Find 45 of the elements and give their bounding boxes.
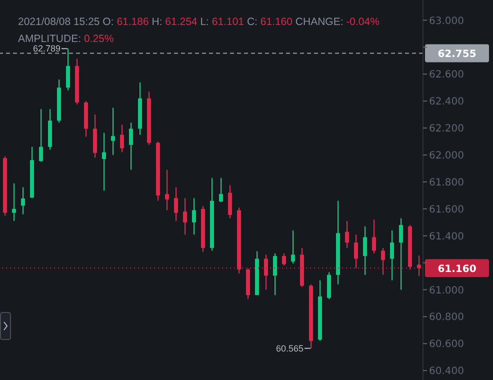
candlestick — [120, 124, 124, 153]
y-tick-label: 62.200 — [429, 124, 464, 135]
candlestick — [228, 184, 232, 219]
candlestick — [372, 219, 376, 254]
candlestick — [282, 252, 286, 266]
y-tick-label: 62.000 — [429, 150, 464, 162]
candlestick — [174, 186, 178, 222]
y-tick-label: 61.800 — [429, 177, 464, 188]
candlestick — [39, 108, 43, 162]
candlestick — [183, 198, 187, 235]
candlestick — [192, 198, 196, 235]
candlestick — [21, 186, 25, 215]
y-tick-label: 61.000 — [429, 285, 464, 296]
candlestick — [165, 169, 169, 211]
y-tick-label: 60.400 — [429, 366, 464, 378]
candlestick — [417, 254, 421, 277]
y-tick-label: 62.600 — [429, 70, 464, 81]
annotation: AMPLITUDE: 0.25% — [18, 33, 114, 45]
candlestick — [363, 226, 367, 276]
ref-line-label: 62.755 — [438, 49, 476, 60]
y-tick-label: 61.400 — [429, 231, 464, 242]
y-tick-label: 61.600 — [429, 204, 464, 216]
candlestick — [129, 122, 133, 170]
candlestick — [219, 177, 223, 203]
candlestick — [12, 182, 16, 222]
annotation: 60.565 — [276, 343, 304, 354]
y-tick-label: 60.600 — [429, 339, 464, 350]
candlestick — [273, 252, 277, 296]
candlestick — [291, 230, 295, 264]
text: 2021/08/08 15:25 O: 61.186 H: 61.254 L: 61.101 C: 61.160 CHANGE: -0.04% — [18, 16, 380, 28]
y-tick-label: 62.400 — [429, 96, 464, 108]
annotation: 62.789 — [32, 44, 60, 54]
candlestick — [381, 247, 385, 276]
candlestick — [354, 234, 358, 269]
candlestick — [66, 48, 70, 91]
y-tick-label: 63.000 — [429, 16, 464, 27]
candlestick — [111, 107, 115, 156]
candlestick — [327, 272, 331, 300]
candlestick — [264, 254, 268, 290]
candlestick — [345, 220, 349, 248]
y-tick-label: 60.800 — [429, 312, 464, 324]
ref-line-label: 61.160 — [438, 264, 476, 276]
candlestick — [390, 230, 394, 281]
candlestick — [399, 218, 403, 290]
candlestick — [102, 132, 106, 192]
